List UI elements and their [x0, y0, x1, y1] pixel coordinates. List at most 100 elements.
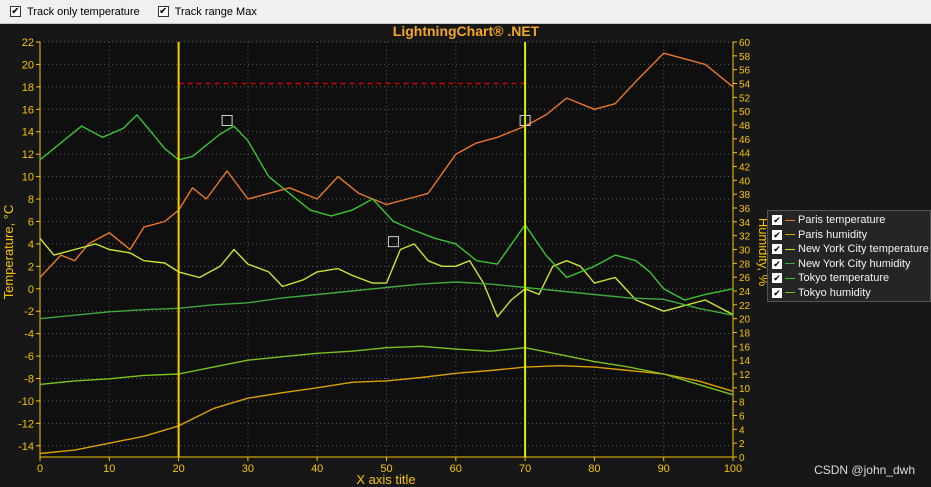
y-left-tick-label: 14: [22, 127, 34, 139]
legend-swatch: [785, 263, 795, 265]
y-right-tick-label: 0: [739, 453, 745, 464]
y-left-tick-label: 4: [28, 239, 34, 251]
chart-title: LightningChart® .NET: [393, 24, 540, 39]
y-left-tick-label: -12: [18, 418, 34, 430]
x-tick-label: 90: [658, 463, 670, 475]
y-right-tick-label: 18: [739, 329, 751, 340]
tracked-point-marker: [519, 115, 531, 127]
track-temperature-checkbox[interactable]: ✔ Track only temperature: [10, 6, 140, 18]
y-right-tick-label: 16: [739, 342, 751, 353]
y-right-tick-label: 60: [739, 38, 751, 49]
series-line: [39, 52, 734, 278]
legend-swatch: [785, 234, 795, 236]
legend-checkbox-icon[interactable]: ✔: [772, 215, 782, 226]
track-range-max-checkbox[interactable]: ✔ Track range Max: [157, 5, 257, 18]
y-right-tick-label: 36: [739, 204, 751, 215]
y-left-tick-label: 10: [22, 172, 34, 184]
toolbar: ✔ Track only temperature ✔ Track range M…: [0, 0, 931, 24]
y-right-tick-label: 8: [739, 398, 745, 409]
y-right-tick-label: 12: [739, 370, 751, 381]
chart[interactable]: 0 10 20 30 40 50 60 70 80 90 100222018161412108642…: [0, 24, 931, 487]
y-right-tick-label: 40: [739, 176, 751, 187]
legend-checkbox-icon[interactable]: ✔: [772, 287, 782, 298]
y-left-tick-label: 2: [28, 261, 34, 273]
checkbox-check-icon[interactable]: ✔: [157, 5, 169, 17]
y-left-tick-label: 12: [22, 149, 34, 161]
legend-checkbox-icon[interactable]: ✔: [772, 258, 782, 269]
series-line: [39, 114, 734, 301]
legend-label: Paris humidity: [798, 228, 868, 241]
legend-item[interactable]: ✔ Tokyo humidity: [772, 286, 926, 301]
series-line: [39, 365, 734, 455]
y-left-tick-label: -14: [18, 441, 34, 453]
legend-item[interactable]: ✔ Paris temperature: [772, 213, 926, 228]
legend-item[interactable]: ✔ Paris humidity: [772, 228, 926, 243]
legend-checkbox-icon[interactable]: ✔: [772, 229, 782, 240]
y-right-tick-label: 56: [739, 66, 751, 77]
y-right-tick-label: 54: [739, 80, 751, 91]
y-right-tick-label: 32: [739, 232, 751, 243]
y-right-tick-label: 48: [739, 121, 751, 132]
y-right-tick-label: 38: [739, 190, 751, 201]
y-left-tick-label: -2: [24, 306, 34, 318]
y-left-tick-label: -4: [24, 329, 34, 341]
y-left-tick-label: 0: [28, 284, 34, 296]
y-axis-title-left: Temperature, °C: [1, 205, 16, 300]
legend-item[interactable]: ✔ New York City humidity: [772, 257, 926, 272]
y-left-tick-label: 6: [28, 216, 34, 228]
y-left-tick-label: 20: [22, 59, 34, 71]
legend-label: Paris temperature: [798, 214, 886, 227]
x-tick-label: 0: [37, 463, 43, 475]
track-temperature-label: Track only temperature: [27, 5, 140, 18]
legend-item[interactable]: ✔ Tokyo temperature: [772, 271, 926, 286]
y-right-tick-label: 50: [739, 107, 751, 118]
y-right-tick-label: 26: [739, 273, 751, 284]
legend-swatch: [785, 277, 795, 279]
y-right-tick-label: 52: [739, 93, 751, 104]
legend-label: Tokyo humidity: [798, 286, 871, 299]
y-right-tick-label: 46: [739, 135, 751, 146]
tracked-point-marker: [387, 236, 399, 248]
legend-swatch: [785, 292, 795, 294]
x-axis-title: X axis title: [356, 472, 415, 487]
x-tick-label: 60: [450, 463, 462, 475]
y-left-tick-label: 18: [22, 82, 34, 94]
y-right-tick-label: 44: [739, 149, 751, 160]
y-left-tick-label: 16: [22, 104, 34, 116]
y-right-tick-label: 22: [739, 301, 751, 312]
y-right-tick-label: 28: [739, 259, 751, 270]
legend-label: New York City humidity: [798, 257, 911, 270]
x-tick-label: 20: [172, 463, 184, 475]
y-right-tick-label: 20: [739, 315, 751, 326]
y-right-tick-label: 42: [739, 163, 751, 174]
plot-area: [40, 42, 733, 457]
y-left-tick-label: -8: [24, 373, 34, 385]
y-right-tick-label: 30: [739, 246, 751, 257]
cursor-layer: [177, 42, 527, 457]
track-range-max-label: Track range Max: [174, 5, 257, 18]
y-right-tick-label: 14: [739, 356, 751, 367]
x-tick-label: 30: [242, 463, 254, 475]
y-right-tick-label: 2: [739, 439, 745, 450]
legend-checkbox-icon[interactable]: ✔: [772, 244, 782, 255]
y-left-tick-label: -10: [18, 396, 34, 408]
x-tick-label: 40: [311, 463, 323, 475]
y-left-tick-label: 8: [28, 194, 34, 206]
legend: ✔ Paris temperature ✔ Paris humidity ✔ New Yo…: [767, 210, 931, 302]
x-tick-label: 10: [103, 463, 115, 475]
legend-label: New York City temperature: [798, 243, 929, 256]
y-right-tick-label: 4: [739, 425, 745, 436]
y-right-tick-label: 58: [739, 52, 751, 63]
legend-swatch: [785, 219, 795, 221]
watermark: CSDN @john_dwh: [814, 463, 915, 477]
series-line: [39, 345, 734, 396]
y-right-tick-label: 10: [739, 384, 751, 395]
axes: 0 10 20 30 40 50 60 70 80 90 100222018161412108642…: [18, 37, 750, 475]
checkbox-check-icon[interactable]: ✔: [10, 5, 21, 17]
legend-item[interactable]: ✔ New York City temperature: [772, 242, 929, 257]
x-tick-label: 80: [588, 463, 600, 475]
legend-checkbox-icon[interactable]: ✔: [772, 273, 782, 284]
x-tick-label: 50: [380, 463, 392, 475]
tracked-point-marker: [221, 115, 233, 127]
series-layer: [39, 52, 734, 455]
